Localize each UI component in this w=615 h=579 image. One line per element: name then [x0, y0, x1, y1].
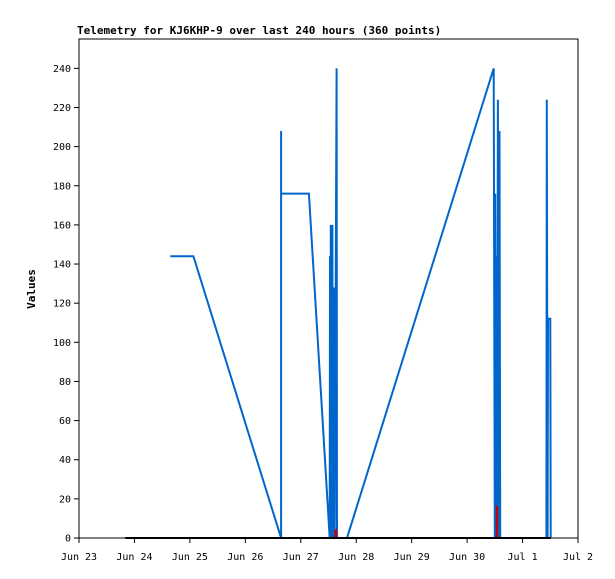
y-tick-label: 0: [65, 534, 71, 545]
x-tick-label: Jun 27: [283, 552, 319, 563]
y-tick-label: 20: [59, 494, 71, 505]
x-axis: Jun 23 Jun 24 Jun 25 Jun 26 Jun 27 Jun 28 Jun …: [61, 538, 593, 563]
y-tick-label: 140: [53, 260, 71, 271]
x-tick-label: Jun 30: [449, 552, 485, 563]
y-tick-label: 60: [59, 416, 71, 427]
y-tick-label: 100: [53, 338, 71, 349]
y-axis-label: Values: [25, 269, 38, 309]
x-tick-label: Jun 29: [394, 552, 430, 563]
y-tick-label: 160: [53, 220, 71, 231]
y-tick-label: 240: [53, 64, 71, 75]
y-axis: 0 20 40 60 80 100 120 140 160 180 200 220 240: [53, 64, 79, 545]
x-tick-label: Jul 1: [508, 552, 538, 563]
x-tick-label: Jun 28: [338, 552, 374, 563]
plot-area: [78, 38, 579, 539]
x-tick-label: Jun 26: [227, 552, 263, 563]
x-tick-label: Jun 24: [116, 552, 152, 563]
y-tick-label: 80: [59, 377, 71, 388]
y-tick-label: 120: [53, 299, 71, 310]
series-layer: [125, 68, 552, 539]
y-tick-label: 40: [59, 455, 71, 466]
y-tick-label: 220: [53, 103, 71, 114]
x-tick-label: Jun 23: [61, 552, 97, 563]
y-tick-label: 180: [53, 181, 71, 192]
chart-title: Telemetry for KJ6KHP-9 over last 240 hou…: [77, 24, 441, 37]
x-tick-label: Jun 25: [172, 552, 208, 563]
series-line-0: [170, 68, 552, 539]
y-tick-label: 200: [53, 142, 71, 153]
x-tick-label: Jul 2: [563, 552, 593, 563]
